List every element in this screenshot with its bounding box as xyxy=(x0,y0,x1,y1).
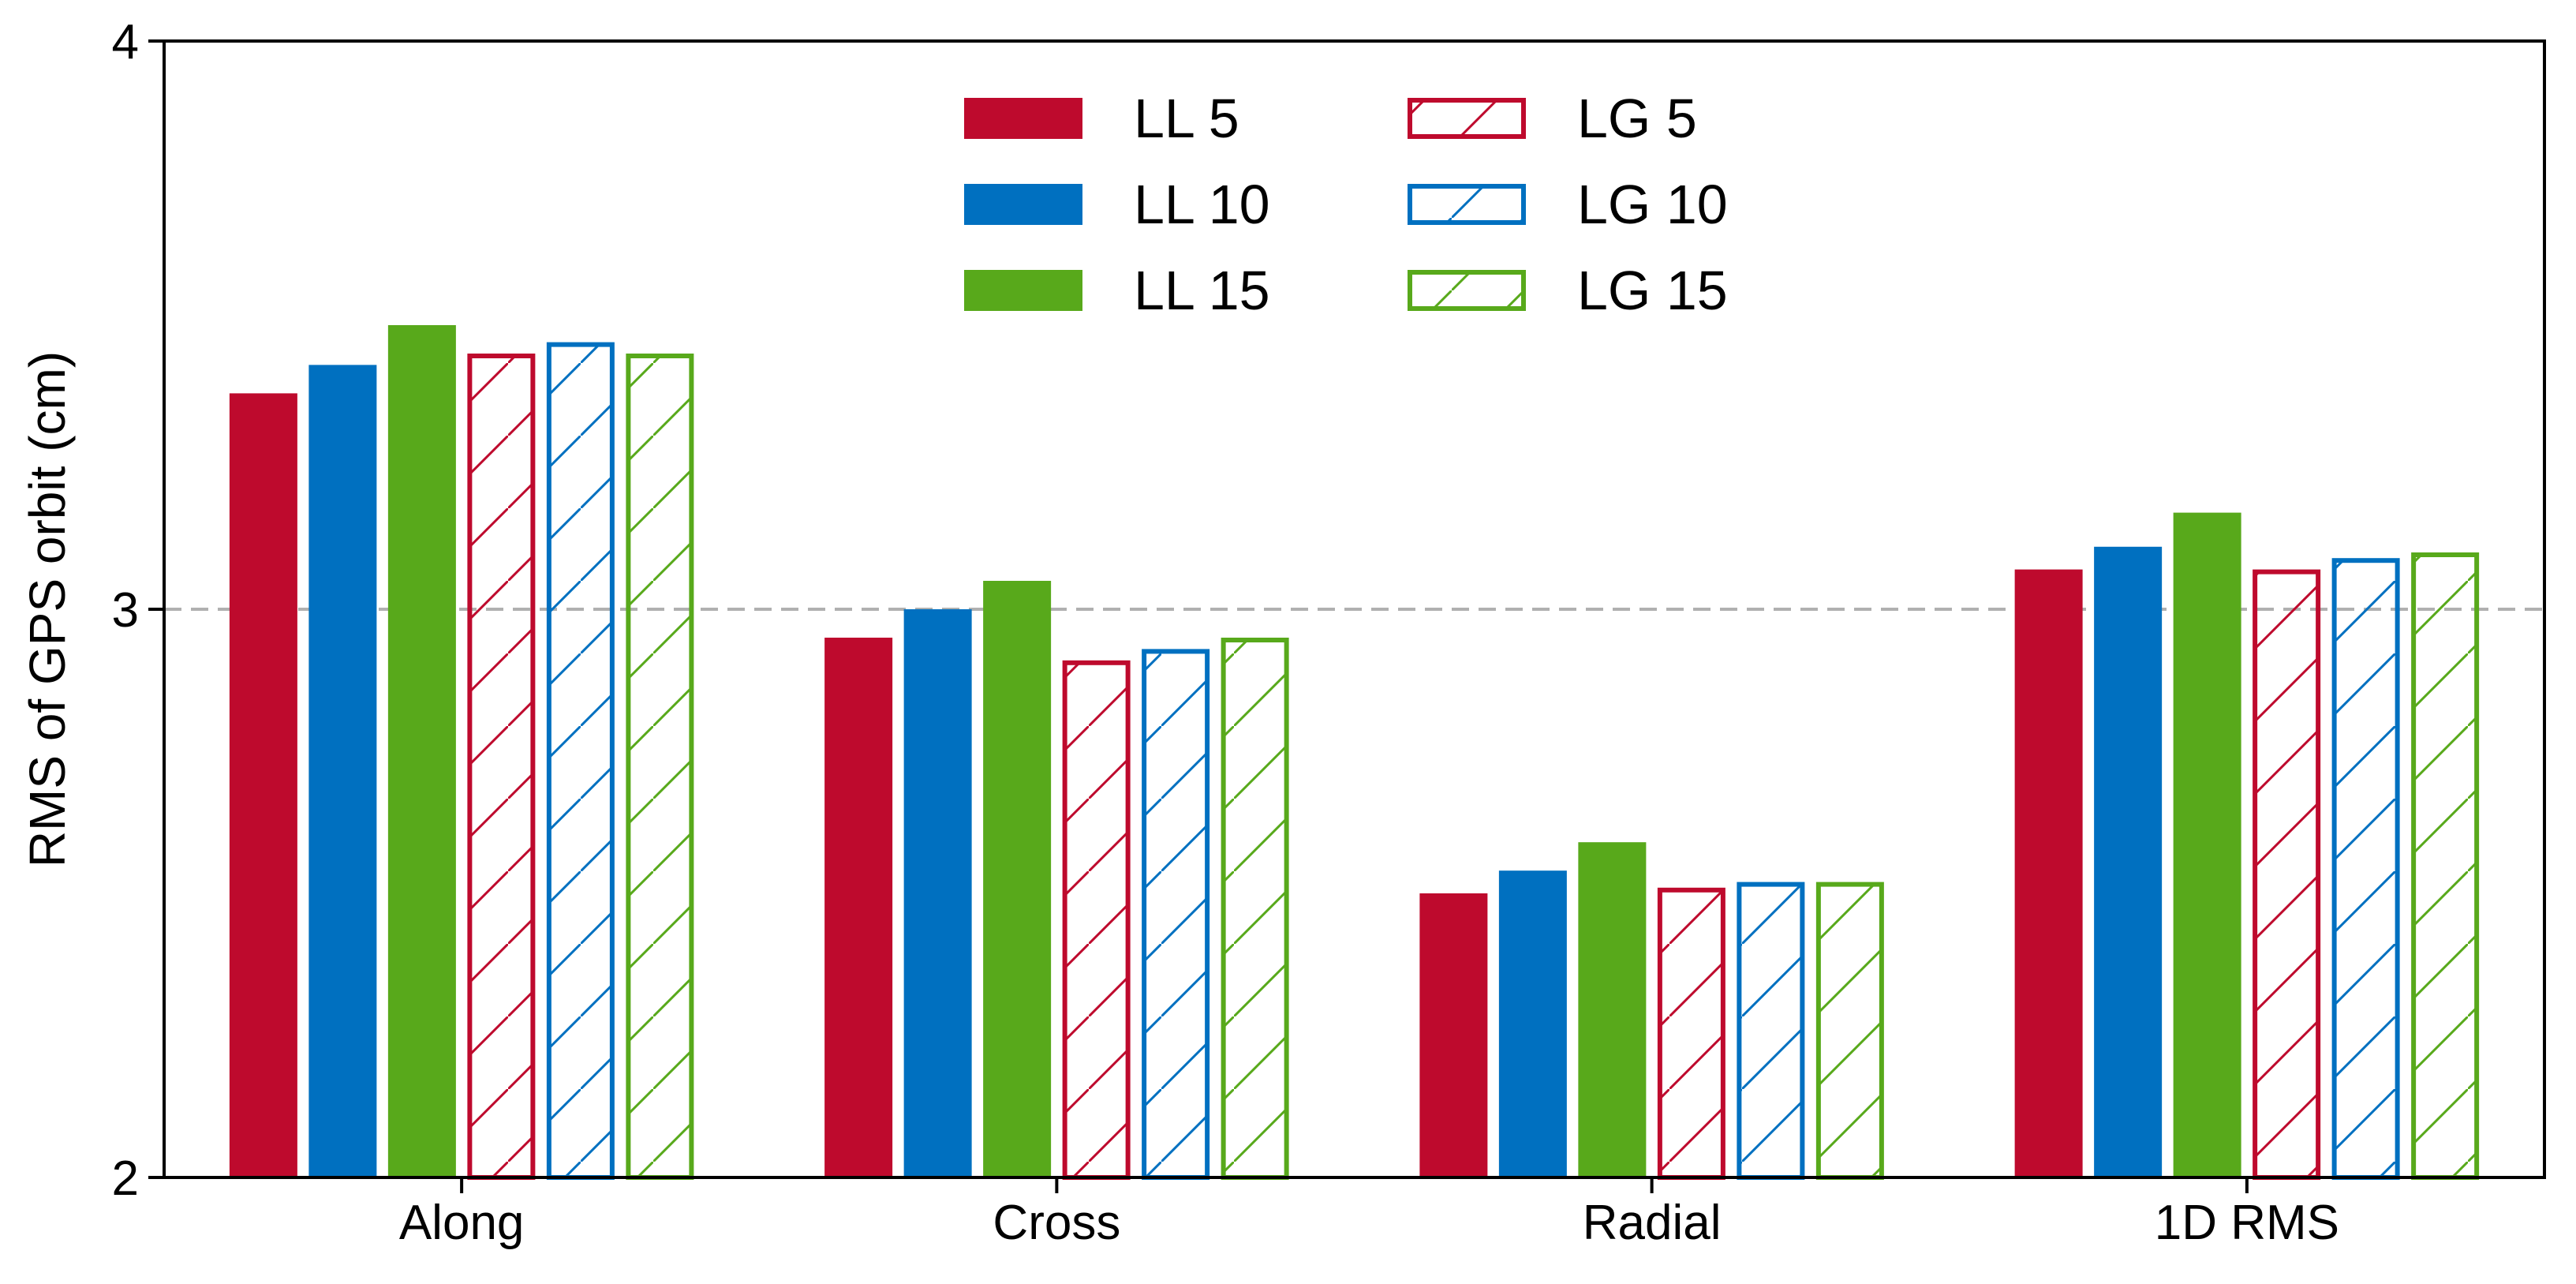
legend-item-ll-5: LL 5 xyxy=(964,88,1239,149)
bar-lg-10-1d-rms xyxy=(2331,558,2400,1180)
legend-label-lg-15: LG 15 xyxy=(1577,260,1728,321)
y-axis-label: RMS of GPS orbit (cm) xyxy=(19,351,76,867)
legend-label-ll-15: LL 15 xyxy=(1134,260,1270,321)
bar-ll-5-radial xyxy=(1419,893,1488,1177)
legend-swatch-ll-10 xyxy=(964,184,1082,225)
bar-lg-5-radial xyxy=(1657,887,1725,1181)
bar-ll-5-along xyxy=(229,393,297,1177)
bar-ll-10-radial xyxy=(1498,870,1567,1177)
x-tick-label-along: Along xyxy=(399,1196,525,1250)
bar-lg-5-1d-rms xyxy=(2253,569,2321,1180)
legend-item-lg-15: LG 15 xyxy=(1408,260,1728,321)
legend-swatch-lg-15 xyxy=(1408,270,1526,311)
legend-swatch-ll-15 xyxy=(964,270,1082,311)
bar-lg-15-radial xyxy=(1815,882,1884,1180)
bar-lg-10-along xyxy=(546,342,615,1181)
bar-lg-10-cross xyxy=(1142,649,1210,1180)
legend-swatch-lg-10 xyxy=(1408,184,1526,225)
legend-swatch-lg-5 xyxy=(1408,98,1526,139)
bar-ll-5-1d-rms xyxy=(2014,569,2083,1177)
bars-layer xyxy=(229,325,2480,1181)
bar-ll-10-along xyxy=(308,365,377,1177)
bar-lg-15-cross xyxy=(1221,638,1289,1180)
legend-item-ll-10: LL 10 xyxy=(964,174,1270,235)
bar-lg-5-cross xyxy=(1062,660,1131,1180)
y-tick-label-4: 4 xyxy=(112,15,139,69)
bar-ll-15-radial xyxy=(1578,842,1647,1177)
bar-lg-15-1d-rms xyxy=(2411,552,2480,1180)
x-tick-label-1d-rms: 1D RMS xyxy=(2155,1196,2339,1250)
legend-item-lg-5: LG 5 xyxy=(1408,88,1697,149)
x-tick-label-cross: Cross xyxy=(993,1196,1120,1250)
legend-label-lg-10: LG 10 xyxy=(1577,174,1728,235)
legend-item-ll-15: LL 15 xyxy=(964,260,1270,321)
bar-ll-15-1d-rms xyxy=(2173,512,2241,1177)
y-tick-label-2: 2 xyxy=(112,1151,139,1206)
legend-item-lg-10: LG 10 xyxy=(1408,174,1728,235)
y-tick-label-3: 3 xyxy=(112,583,139,638)
legend-swatch-ll-5 xyxy=(964,98,1082,139)
legend-label-lg-5: LG 5 xyxy=(1577,88,1697,149)
bar-ll-10-cross xyxy=(903,609,972,1177)
bar-ll-10-1d-rms xyxy=(2094,546,2163,1177)
bar-ll-15-cross xyxy=(983,581,1052,1177)
legend-label-ll-5: LL 5 xyxy=(1134,88,1239,149)
bar-ll-15-along xyxy=(387,325,456,1177)
bar-lg-5-along xyxy=(467,354,536,1180)
legend: LL 5 LL 10 LL 15 LG 5 LG 10 LG 15 xyxy=(964,88,1728,321)
bar-lg-15-along xyxy=(626,354,694,1180)
bar-ll-5-cross xyxy=(824,638,893,1177)
bar-lg-10-radial xyxy=(1737,882,1805,1180)
legend-label-ll-10: LL 10 xyxy=(1134,174,1270,235)
x-tick-label-radial: Radial xyxy=(1583,1196,1722,1250)
axes-layer: 2 3 4 RMS of GPS orbit (cm) Along Cross Radial… xyxy=(19,15,2339,1250)
